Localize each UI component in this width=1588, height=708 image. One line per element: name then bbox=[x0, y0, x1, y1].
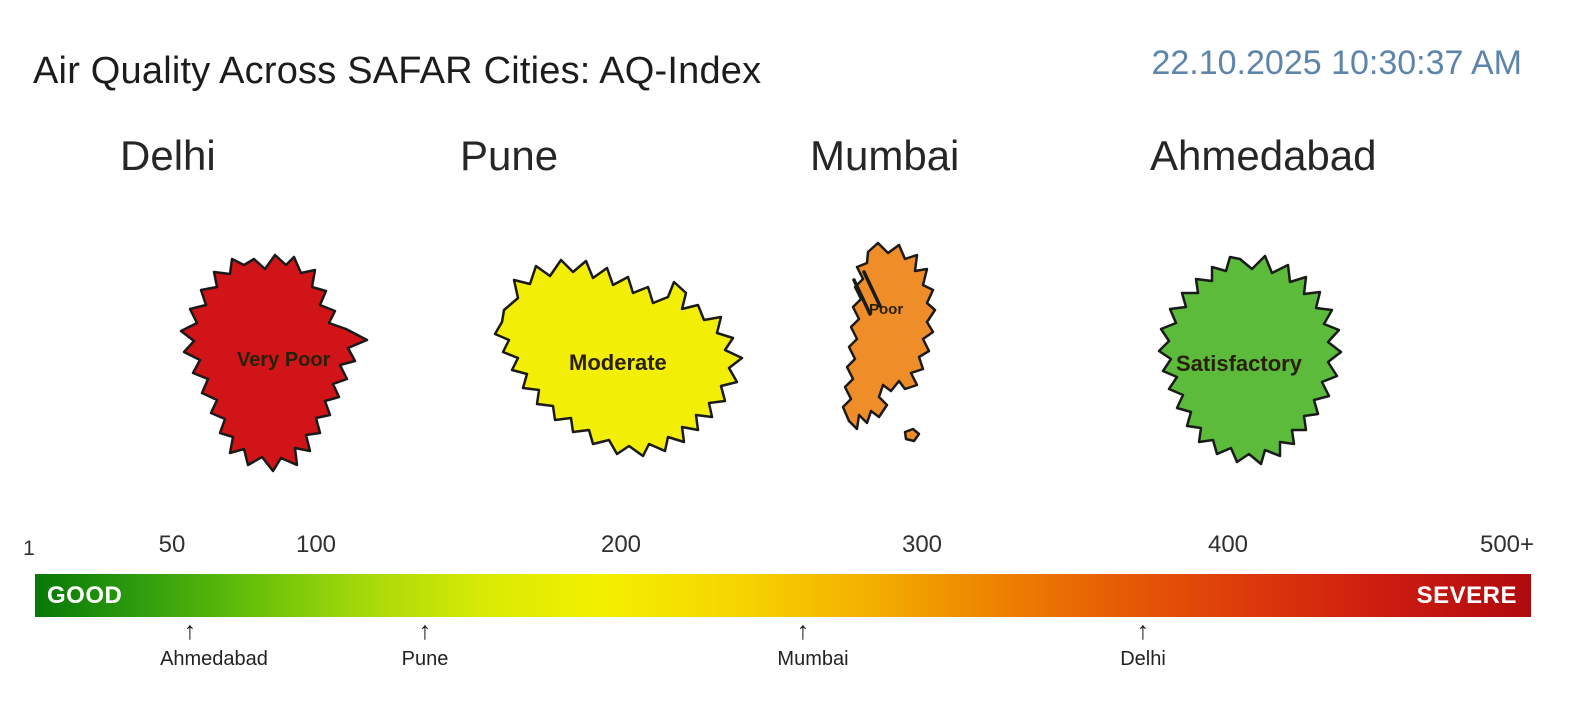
up-arrow-icon-delhi: ↑ bbox=[1136, 617, 1150, 645]
city-name-mumbai: Mumbai bbox=[810, 132, 960, 179]
up-arrow-icon-mumbai: ↑ bbox=[796, 617, 810, 645]
marker-label-mumbai: Mumbai bbox=[777, 648, 849, 670]
pune-map bbox=[493, 258, 744, 458]
scale-tick-400: 400 bbox=[1207, 531, 1249, 558]
good-label: GOOD bbox=[47, 582, 123, 609]
ahmedabad-category-label: Satisfactory bbox=[1176, 351, 1302, 376]
marker-label-pune: Pune bbox=[401, 648, 449, 670]
severe-label: SEVERE bbox=[1416, 582, 1517, 609]
mumbai-creek-line bbox=[862, 270, 882, 308]
marker-label-delhi: Delhi bbox=[1120, 648, 1166, 670]
up-arrow-icon-ahmedabad: ↑ bbox=[183, 617, 197, 645]
mumbai-island-shape bbox=[903, 427, 921, 443]
city-name-delhi: Delhi bbox=[120, 132, 216, 179]
delhi-map-shape bbox=[179, 253, 369, 473]
city-name-pune: Pune bbox=[460, 132, 559, 179]
up-arrow-icon-pune: ↑ bbox=[418, 617, 432, 645]
scale-tick-200: 200 bbox=[600, 531, 642, 558]
page-title: Air Quality Across SAFAR Cities: AQ-Inde… bbox=[33, 50, 762, 92]
delhi-category-label: Very Poor bbox=[237, 349, 331, 371]
aqi-gradient-bar: GOOD SEVERE bbox=[35, 574, 1531, 617]
ahmedabad-map bbox=[1157, 254, 1343, 466]
pune-map-shape bbox=[493, 258, 744, 458]
mumbai-creek-line bbox=[852, 278, 872, 316]
delhi-map bbox=[179, 253, 369, 473]
scale-tick-50: 50 bbox=[158, 531, 186, 558]
pune-category-label: Moderate bbox=[569, 350, 667, 375]
city-name-ahmedabad: Ahmedabad bbox=[1150, 132, 1377, 179]
ahmedabad-map-shape bbox=[1157, 254, 1343, 466]
scale-tick-100: 100 bbox=[295, 531, 337, 558]
timestamp: 22.10.2025 10:30:37 AM bbox=[1151, 44, 1522, 82]
mumbai-map-shape bbox=[841, 241, 937, 431]
scale-tick-500: 500+ bbox=[1479, 531, 1535, 558]
mumbai-category-label: Poor bbox=[869, 301, 904, 318]
mumbai-map bbox=[841, 241, 937, 443]
scale-tick-300: 300 bbox=[901, 531, 943, 558]
scale-tick-1: 1 bbox=[23, 537, 35, 560]
marker-label-ahmedabad: Ahmedabad bbox=[160, 648, 268, 670]
